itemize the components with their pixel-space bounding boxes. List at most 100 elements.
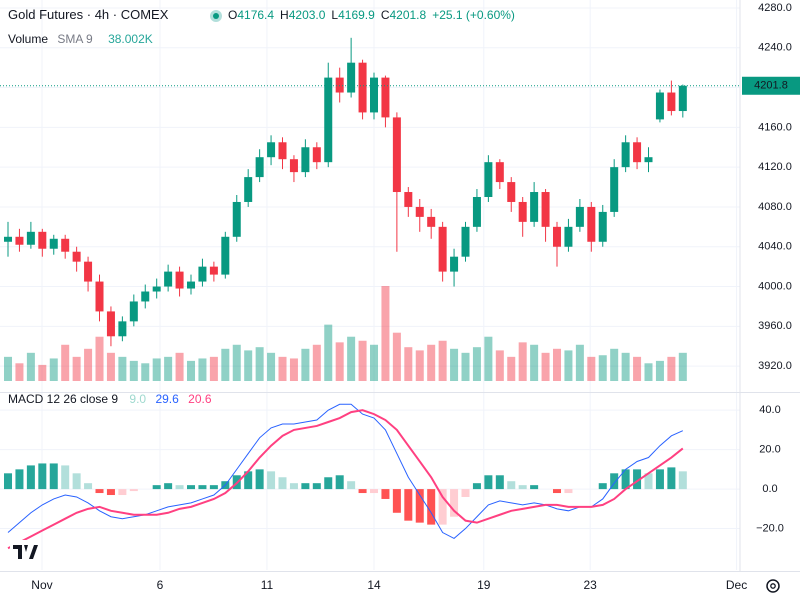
candle-body (312, 147, 321, 163)
volume-bar (72, 356, 81, 381)
candle-body (255, 157, 264, 178)
histogram-bar (175, 485, 184, 490)
candle-body (415, 206, 424, 217)
x-tick-label: Dec (726, 578, 747, 592)
volume-bar (392, 332, 401, 381)
candle-body (232, 201, 241, 237)
ohlc-letter: C (381, 8, 390, 22)
volume-bar (301, 348, 310, 381)
volume-bar (141, 363, 150, 381)
candle-body (289, 159, 298, 173)
histogram-bar (633, 469, 642, 490)
candle-body (61, 238, 70, 252)
candle-body (587, 206, 596, 242)
histogram-bar (564, 489, 573, 494)
volume-bar (610, 348, 619, 381)
histogram-bar (552, 489, 562, 494)
candle-body (324, 77, 333, 163)
volume-bar (450, 348, 459, 381)
histogram-bar (152, 485, 161, 490)
histogram-bar (72, 473, 81, 490)
volume-bar (678, 352, 687, 381)
candle-body (38, 231, 47, 249)
histogram-bar (301, 483, 310, 490)
gear-hub[interactable] (770, 583, 776, 589)
histogram-bar (415, 489, 424, 523)
market-status-dot (213, 13, 219, 19)
macd-hist-value: 9.0 (129, 392, 146, 406)
histogram-bar (358, 489, 367, 494)
candle-body (347, 62, 356, 93)
y-tick-label: 40.0 (759, 404, 780, 416)
volume-bar (564, 350, 573, 381)
candle-body (335, 77, 344, 93)
volume-bar (106, 352, 115, 381)
volume-bar (278, 356, 287, 381)
candle-body (175, 271, 184, 289)
volume-bar (507, 356, 516, 381)
candle-body (84, 261, 93, 282)
histogram-bar (530, 485, 539, 490)
candle-body (129, 301, 138, 322)
candle-body (4, 236, 13, 242)
histogram-bar (267, 471, 276, 490)
volume-bar (667, 356, 676, 381)
candle-body (381, 77, 390, 118)
volume-bar (164, 356, 173, 381)
candle-body (209, 266, 218, 275)
volume-bar (4, 356, 13, 381)
volume-bar (289, 358, 298, 381)
histogram-bar (450, 489, 459, 517)
y-tick-label: 3960.0 (758, 320, 792, 332)
y-tick-label: 4080.0 (758, 201, 792, 213)
histogram-bar (49, 463, 58, 490)
volume-bar (255, 347, 264, 381)
candle-body (472, 196, 481, 227)
settings-icon[interactable] (766, 579, 780, 593)
histogram-bar (484, 475, 493, 490)
histogram-bar (335, 475, 344, 490)
y-tick-label: 3920.0 (758, 360, 792, 372)
volume-bar (61, 344, 70, 381)
volume-bar (598, 355, 607, 381)
histogram-bar (381, 489, 390, 499)
x-tick-label: 23 (583, 578, 597, 592)
histogram-bar (324, 477, 333, 490)
volume-bar (187, 360, 196, 381)
candle-body (72, 251, 81, 262)
macd-line (7, 403, 684, 540)
marks (0, 37, 740, 550)
candle-body (404, 192, 413, 207)
histogram-bar (129, 489, 138, 492)
candle-body (278, 142, 287, 160)
candle-body (267, 142, 276, 158)
candle-body (95, 281, 104, 312)
y-tick-label: −20.0 (756, 522, 784, 534)
candle-body (450, 256, 459, 272)
volume-bar (175, 352, 184, 381)
histogram-bar (495, 475, 504, 490)
histogram-bar (312, 483, 321, 490)
histogram-bar (38, 463, 47, 490)
volume-bar (633, 356, 642, 381)
candle-body (49, 238, 58, 249)
y-tick-label: 4280.0 (758, 2, 792, 14)
ohlc-letter: L (331, 8, 338, 22)
candle-body (118, 321, 127, 337)
histogram-bar (106, 489, 115, 496)
volume-bar (655, 360, 664, 381)
candle-body (655, 92, 664, 120)
candle-body (370, 77, 379, 113)
candle-body (530, 192, 539, 222)
histogram-bar (15, 469, 24, 490)
histogram-bar (61, 465, 70, 490)
logo-mark (13, 545, 38, 559)
histogram-bar (644, 473, 653, 490)
y-tick-label: 20.0 (759, 444, 780, 456)
volume-bar (587, 356, 596, 381)
gear-ring[interactable] (766, 579, 780, 593)
volume-bar (644, 363, 653, 381)
candle-body (484, 162, 493, 197)
histogram-bar (621, 469, 630, 490)
histogram-bar (187, 485, 196, 490)
